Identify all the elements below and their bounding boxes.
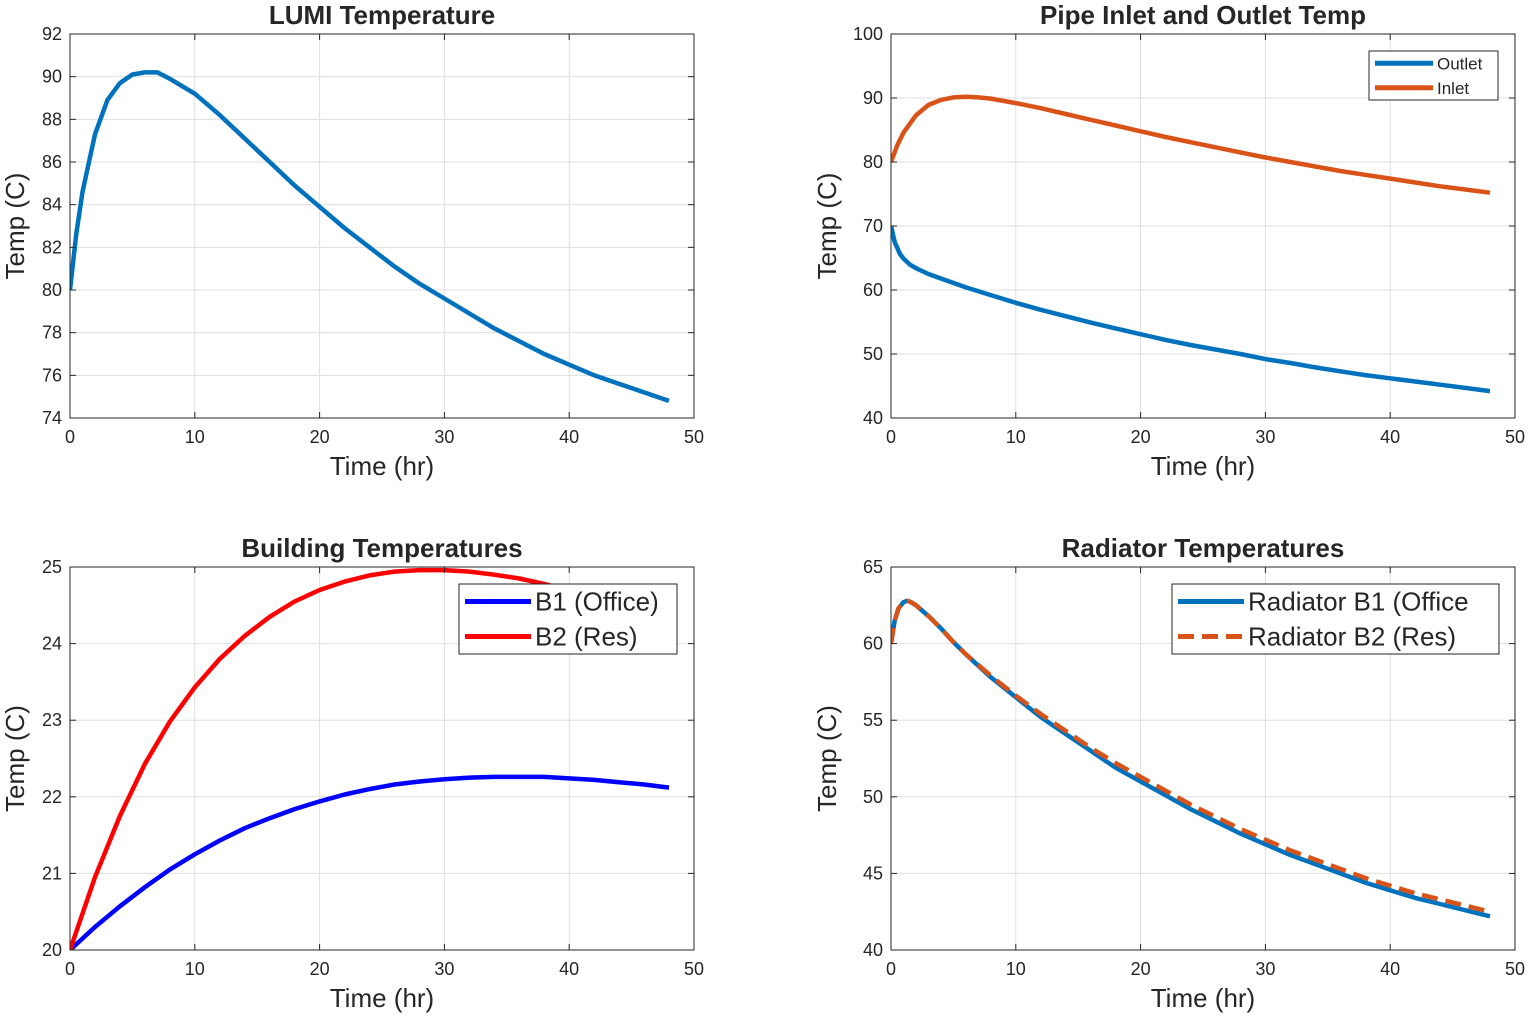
- x-tick-label: 20: [310, 427, 330, 447]
- y-tick-label: 100: [853, 24, 883, 44]
- y-tick-label: 84: [42, 195, 62, 215]
- x-tick-label: 0: [65, 427, 75, 447]
- legend-box: [458, 583, 678, 655]
- chart-title: Radiator Temperatures: [1062, 533, 1345, 563]
- y-axis-label: Temp (C): [0, 173, 30, 280]
- y-tick-label: 82: [42, 237, 62, 257]
- y-tick-label: 45: [863, 863, 883, 883]
- legend-box: [1368, 50, 1499, 101]
- x-tick-label: 30: [434, 959, 454, 979]
- x-axis-label: Time (hr): [330, 983, 434, 1013]
- y-tick-label: 40: [863, 408, 883, 428]
- y-tick-label: 74: [42, 408, 62, 428]
- legend-entry: Radiator B1 (Office: [1248, 587, 1469, 617]
- y-tick-label: 80: [42, 280, 62, 300]
- chart-title: LUMI Temperature: [269, 0, 495, 30]
- y-tick-label: 65: [863, 557, 883, 577]
- series-line-1: [70, 70, 670, 404]
- y-tick-label: 80: [863, 152, 883, 172]
- chart-1: 0 10 20 30 40 50 74 76 78 80 82 84 86 88 90 92 LUMI Temp…: [0, 0, 704, 481]
- legend-entry: B1 (Office): [535, 587, 659, 617]
- axes-box: [69, 566, 695, 951]
- legend-entry: Outlet: [1437, 54, 1483, 73]
- series-line-2: [891, 94, 1491, 195]
- axes-box: [69, 33, 695, 419]
- x-axis-label: Time (hr): [1151, 983, 1255, 1013]
- y-axis-label: Temp (C): [0, 705, 30, 812]
- x-axis-label: Time (hr): [1151, 451, 1255, 481]
- y-tick-label: 92: [42, 24, 62, 44]
- x-tick-label: 50: [1505, 427, 1525, 447]
- plot-area: [70, 34, 694, 418]
- x-tick-label: 30: [434, 427, 454, 447]
- y-tick-label: 88: [42, 109, 62, 129]
- y-tick-label: 23: [42, 710, 62, 730]
- x-tick-label: 0: [886, 959, 896, 979]
- x-tick-label: 40: [1380, 959, 1400, 979]
- y-tick-label: 76: [42, 365, 62, 385]
- x-tick-label: 20: [310, 959, 330, 979]
- y-tick-label: 55: [863, 710, 883, 730]
- chart-title: Pipe Inlet and Outlet Temp: [1040, 0, 1366, 30]
- chart-title: Building Temperatures: [241, 533, 522, 563]
- y-axis-label: Temp (C): [812, 173, 842, 280]
- x-tick-label: 40: [559, 959, 579, 979]
- legend-box: [1171, 583, 1500, 655]
- y-tick-label: 78: [42, 323, 62, 343]
- x-tick-label: 10: [185, 959, 205, 979]
- y-tick-label: 86: [42, 152, 62, 172]
- y-tick-label: 25: [42, 557, 62, 577]
- x-tick-label: 50: [684, 427, 704, 447]
- x-tick-label: 40: [559, 427, 579, 447]
- y-tick-label: 60: [863, 634, 883, 654]
- x-tick-label: 30: [1255, 959, 1275, 979]
- x-tick-label: 20: [1131, 959, 1151, 979]
- x-axis-label: Time (hr): [330, 451, 434, 481]
- y-tick-label: 90: [42, 67, 62, 87]
- x-tick-label: 10: [1006, 427, 1026, 447]
- y-tick-label: 60: [863, 280, 883, 300]
- legend-entry: B2 (Res): [535, 622, 638, 652]
- x-tick-label: 0: [886, 427, 896, 447]
- y-axis-label: Temp (C): [812, 705, 842, 812]
- axes-box: [890, 566, 1516, 951]
- x-tick-label: 50: [1505, 959, 1525, 979]
- legend: Radiator B1 (Office Radiator B2 (Res): [1171, 583, 1500, 655]
- legend-entry: Radiator B2 (Res): [1248, 622, 1456, 652]
- chart-4: 0 10 20 30 40 50 40 45 50 55 60 65 Radiator Temperat…: [812, 533, 1525, 1013]
- x-tick-label: 0: [65, 959, 75, 979]
- y-tick-label: 21: [42, 863, 62, 883]
- chart-3: 0 10 20 30 40 50 20 21 22 23 24 25 Building Temperat…: [0, 533, 704, 1013]
- y-tick-label: 24: [42, 634, 62, 654]
- y-tick-label: 22: [42, 787, 62, 807]
- x-tick-label: 10: [1006, 959, 1026, 979]
- y-tick-label: 70: [863, 216, 883, 236]
- legend: Outlet Inlet: [1368, 50, 1499, 101]
- y-tick-label: 50: [863, 787, 883, 807]
- y-tick-label: 40: [863, 940, 883, 960]
- y-tick-label: 50: [863, 344, 883, 364]
- y-tick-label: 20: [42, 940, 62, 960]
- series-line-1: [891, 225, 1491, 394]
- x-tick-label: 50: [684, 959, 704, 979]
- legend: B1 (Office) B2 (Res): [458, 583, 678, 655]
- series-line-1: [70, 774, 670, 950]
- series-line-2: [891, 598, 1491, 914]
- x-tick-label: 40: [1380, 427, 1400, 447]
- x-tick-label: 30: [1255, 427, 1275, 447]
- x-tick-label: 20: [1131, 427, 1151, 447]
- x-tick-label: 10: [185, 427, 205, 447]
- y-tick-label: 90: [863, 88, 883, 108]
- chart-2: 0 10 20 30 40 50 40 50 60 70 80 90 100 Pipe Inlet and…: [812, 0, 1525, 481]
- legend-entry: Inlet: [1437, 79, 1469, 98]
